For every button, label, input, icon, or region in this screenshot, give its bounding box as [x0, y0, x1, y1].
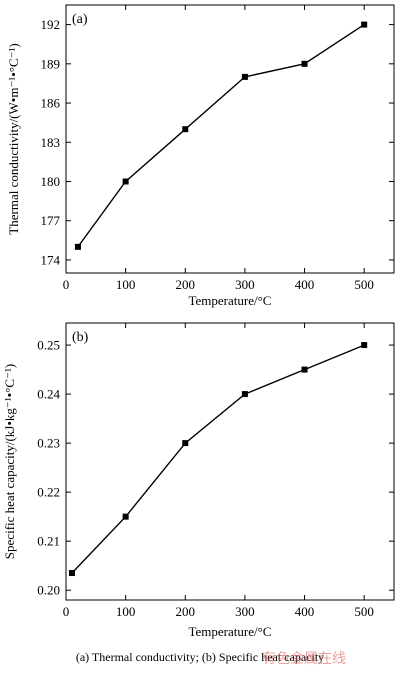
y-tick-label: 177: [41, 213, 61, 228]
chart-panel-b: 0 100 200 300 400 500 0.20 0.21 0.22 0.23 0.24 0.25…: [2, 322, 395, 639]
x-tick-label: 500: [354, 604, 374, 619]
data-point: [68, 570, 75, 577]
y-tick-label: 186: [41, 96, 61, 111]
x-tick-label: 200: [176, 277, 196, 292]
y-tick-label: 183: [41, 135, 61, 150]
y-tick-label: 189: [41, 56, 61, 71]
watermark: 有色金属在线: [262, 651, 346, 667]
y-tick-label: 0.24: [37, 387, 60, 402]
x-tick-label: 400: [295, 604, 315, 619]
x-tick-label: 0: [63, 277, 70, 292]
y-tick-label: 180: [41, 174, 61, 189]
x-tick-label: 300: [235, 604, 255, 619]
data-point: [182, 440, 189, 447]
data-point: [361, 21, 368, 28]
data-point: [361, 342, 368, 349]
y-tick-label: 0.21: [37, 534, 60, 549]
y-tick-label: 0.20: [37, 583, 60, 598]
data-point: [301, 366, 308, 373]
data-point: [74, 243, 81, 250]
figure-caption: (a) Thermal conductivity; (b) Specific h…: [75, 650, 325, 664]
x-tick-label: 100: [116, 604, 136, 619]
x-axis-title: Temperature/°C: [189, 293, 272, 308]
data-point: [301, 60, 308, 67]
x-axis-title: Temperature/°C: [189, 624, 272, 639]
y-tick-label: 174: [41, 252, 61, 267]
x-tick-label: 500: [354, 277, 374, 292]
data-point: [122, 513, 129, 520]
data-point: [182, 126, 189, 133]
y-tick-label: 0.23: [37, 436, 60, 451]
x-tick-label: 100: [116, 277, 136, 292]
data-point: [122, 178, 129, 185]
data-point: [241, 391, 248, 398]
x-tick-label: 300: [235, 277, 255, 292]
x-tick-label: 400: [295, 277, 315, 292]
y-tick-label: 0.25: [37, 338, 60, 353]
chart-panel-a: 0 100 200 300 400 500 174 177 180 183 186 189 192 (a)…: [6, 4, 395, 308]
x-tick-label: 200: [176, 604, 196, 619]
x-tick-label: 0: [63, 604, 70, 619]
y-axis-title: Specific heat capacity/(kJ•kg⁻¹•°C⁻¹): [2, 364, 17, 559]
y-axis-title: Thermal conductivity/(W•m⁻¹•°C⁻¹): [6, 43, 21, 234]
y-tick-label: 0.22: [37, 485, 60, 500]
y-tick-label: 192: [41, 17, 61, 32]
plot-frame: [65, 4, 395, 274]
plot-frame: [65, 322, 395, 601]
data-point: [241, 73, 248, 80]
panel-label: (a): [72, 12, 88, 27]
series-line: [71, 344, 365, 574]
panel-label: (b): [72, 330, 89, 345]
series-line: [77, 24, 365, 248]
